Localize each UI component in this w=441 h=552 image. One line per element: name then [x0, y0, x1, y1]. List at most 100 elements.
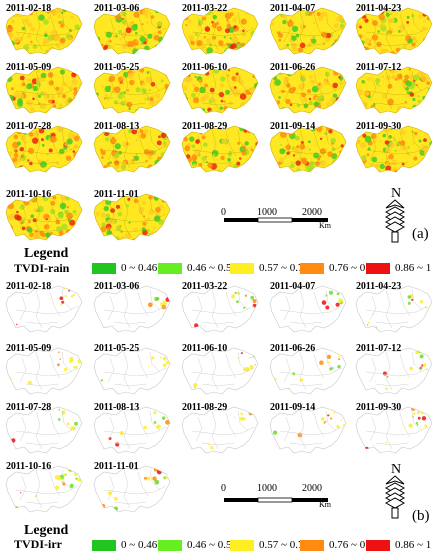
- tvdi-patch: [70, 295, 74, 298]
- tvdi-patch: [299, 42, 306, 49]
- province-boundary: [25, 43, 59, 47]
- tvdi-patch: [152, 476, 157, 481]
- province-boundary: [61, 289, 73, 311]
- north-arrow-icon: [384, 199, 406, 243]
- tvdi-patch: [359, 25, 362, 29]
- tvdi-patch: [153, 215, 161, 222]
- tvdi-patch: [237, 357, 239, 359]
- tvdi-patch: [57, 363, 60, 367]
- province-boundary: [15, 426, 79, 436]
- tvdi-patch: [158, 407, 162, 411]
- tvdi-patch: [414, 131, 418, 136]
- tvdi-patch: [110, 137, 117, 145]
- province-boundary: [113, 501, 147, 505]
- province-boundary: [365, 367, 429, 377]
- tvdi-patch: [185, 24, 188, 27]
- tvdi-patch: [165, 419, 170, 425]
- province-boundary: [107, 416, 115, 442]
- tvdi-patch: [79, 479, 82, 482]
- province-boundary: [237, 129, 249, 151]
- tvdi-patch: [308, 75, 313, 79]
- province-boundary: [107, 203, 115, 229]
- tvdi-patch: [254, 411, 258, 415]
- tvdi-patch: [406, 21, 410, 24]
- tvdi-patch: [146, 476, 151, 481]
- tvdi-patch: [8, 151, 13, 156]
- map-cell-1: 2011-02-18: [2, 2, 88, 58]
- tvdi-patch: [373, 139, 377, 143]
- tvdi-patch: [58, 408, 61, 411]
- tvdi-patch: [328, 290, 334, 295]
- date-label: 2011-08-13: [94, 121, 140, 132]
- tvdi-patch: [372, 444, 375, 446]
- date-label: 2011-06-10: [182, 62, 228, 73]
- tvdi-patch: [185, 319, 189, 324]
- tvdi-patch: [330, 417, 333, 420]
- tvdi-patch: [117, 82, 120, 85]
- tvdi-patch: [361, 388, 366, 393]
- tvdi-patch: [402, 44, 408, 49]
- tvdi-patch: [13, 152, 19, 158]
- tvdi-patch: [56, 161, 60, 166]
- tvdi-patch: [113, 100, 119, 105]
- tvdi-patch: [313, 101, 319, 107]
- tvdi-patch: [42, 40, 47, 46]
- tvdi-patch: [366, 153, 370, 157]
- tvdi-patch: [156, 21, 163, 27]
- tvdi-patch: [233, 25, 237, 29]
- tvdi-patch: [75, 477, 78, 480]
- tvdi-patch: [378, 84, 381, 88]
- tvdi-patch: [422, 364, 426, 367]
- tvdi-patch: [204, 26, 210, 32]
- tvdi-patch: [11, 438, 16, 443]
- tvdi-patch: [10, 19, 15, 24]
- tvdi-patch: [228, 150, 232, 154]
- province-boundary: [149, 469, 161, 491]
- tvdi-patch: [54, 475, 60, 480]
- tvdi-patch: [401, 162, 405, 166]
- tvdi-patch: [426, 368, 428, 371]
- tvdi-patch: [231, 36, 238, 44]
- province-boundary: [123, 129, 131, 169]
- north-letter-a: N: [391, 186, 402, 201]
- tvdi-patch: [192, 157, 197, 162]
- province-boundary: [201, 102, 235, 106]
- tvdi-patch: [11, 87, 14, 91]
- tvdi-patch: [74, 472, 78, 477]
- tvdi-patch: [154, 93, 161, 99]
- tvdi-patch: [124, 232, 132, 240]
- tvdi-patch: [64, 209, 70, 215]
- province-boundary: [369, 76, 377, 102]
- region-map: [93, 125, 171, 173]
- tvdi-patch: [376, 24, 379, 27]
- tvdi-patch: [278, 96, 281, 99]
- tvdi-patch: [380, 22, 385, 28]
- tvdi-patch: [244, 141, 249, 146]
- tvdi-patch: [206, 38, 212, 44]
- tvdi-patch: [49, 208, 56, 215]
- tvdi-patch: [158, 30, 162, 35]
- tvdi-patch: [113, 496, 118, 501]
- tvdi-patch: [27, 22, 32, 28]
- tvdi-patch: [388, 153, 394, 160]
- tvdi-patch: [388, 135, 392, 139]
- tvdi-patch: [108, 437, 112, 440]
- tvdi-patch: [32, 97, 35, 101]
- province-boundary: [113, 43, 147, 47]
- tvdi-patch: [114, 86, 121, 93]
- tvdi-patch: [250, 148, 254, 152]
- tvdi-patch: [19, 147, 24, 152]
- tvdi-patch: [234, 416, 236, 419]
- legend-swatch: [300, 539, 324, 551]
- tvdi-patch: [291, 25, 299, 33]
- tvdi-patch: [210, 98, 216, 103]
- tvdi-patch: [324, 131, 328, 136]
- region-map: [181, 285, 259, 333]
- scale-label-0-a: 0: [221, 207, 226, 218]
- tvdi-patch: [372, 20, 378, 26]
- province-boundary: [25, 501, 59, 505]
- legend-item: 0 ~ 0.46: [92, 261, 157, 275]
- tvdi-patch: [227, 69, 231, 72]
- tvdi-patch: [103, 97, 107, 100]
- tvdi-patch: [122, 141, 129, 147]
